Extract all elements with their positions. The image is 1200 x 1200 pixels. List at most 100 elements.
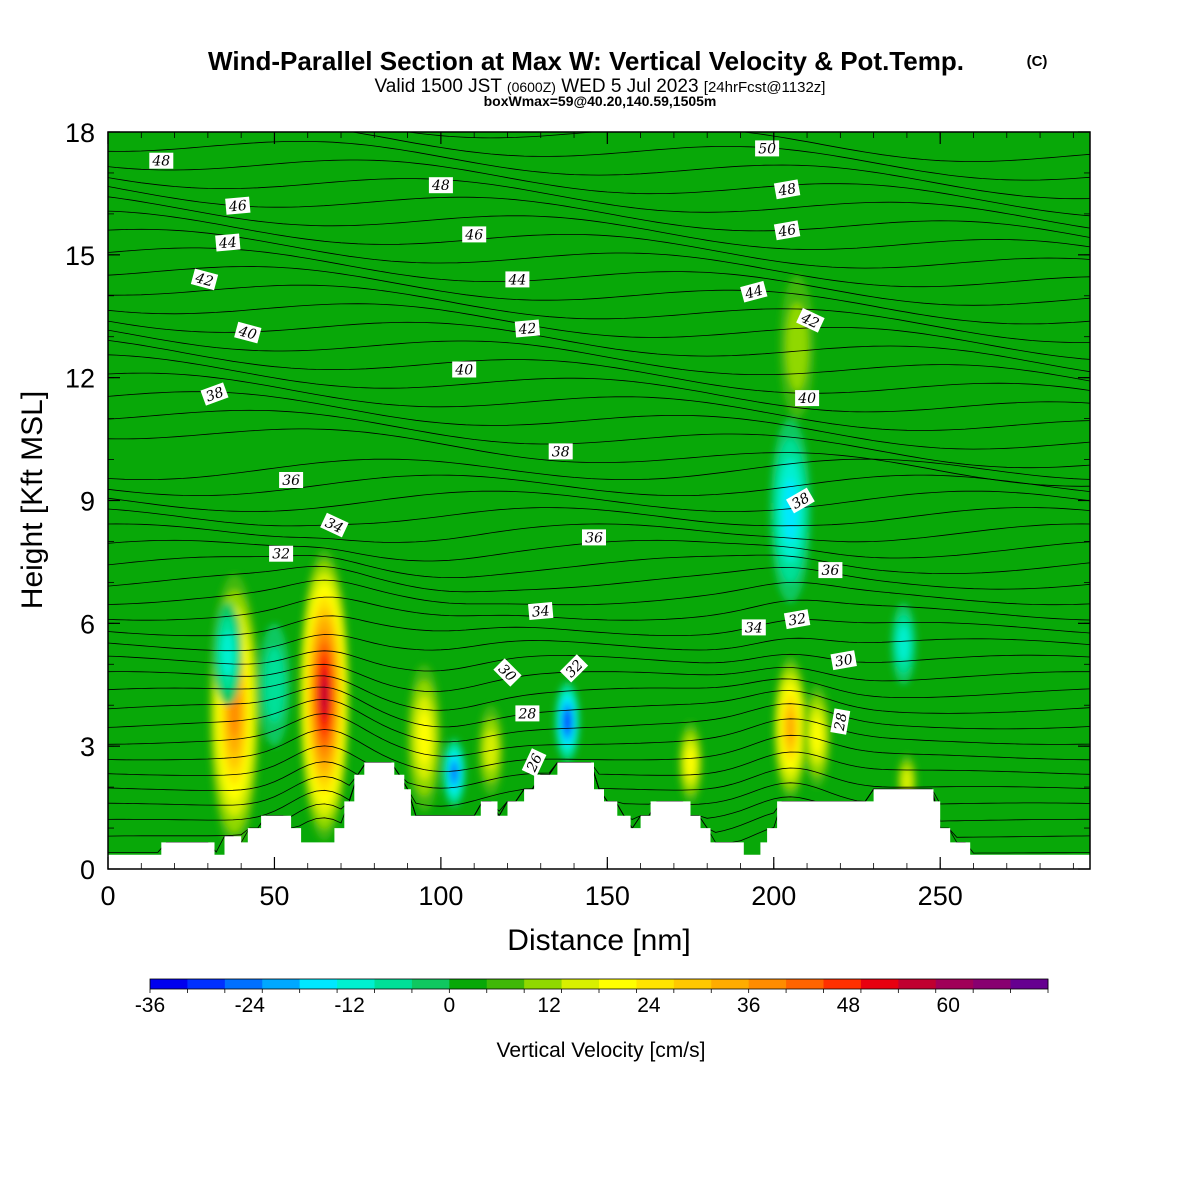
theta-contour-label: 40 <box>234 321 262 344</box>
colorbar-swatch <box>262 979 301 989</box>
theta-contour-label: 42 <box>190 268 219 290</box>
theta-contour-line <box>108 615 1090 637</box>
colorbar-swatch <box>299 979 338 989</box>
theta-contour-label: 48 <box>773 179 801 200</box>
theta-contour-line <box>108 329 1090 382</box>
theta-label-text: 40 <box>797 391 816 407</box>
theta-contour-line <box>108 698 1090 743</box>
theta-contour-line <box>108 266 1090 325</box>
y-tick-label: 0 <box>80 855 95 885</box>
theta-contour-line <box>108 596 1090 621</box>
subtitle-valid: Valid 1500 JST <box>375 76 503 97</box>
x-tick-label: 50 <box>259 881 289 911</box>
theta-contour-line <box>405 132 1090 162</box>
theta-label-text: 34 <box>745 620 763 636</box>
theta-label-box <box>559 654 589 683</box>
colorbar-swatch <box>748 979 787 989</box>
theta-label-text: 34 <box>323 515 346 537</box>
theta-label-text: 48 <box>776 181 797 200</box>
velocity-cell <box>890 602 917 685</box>
theta-contour-label: 40 <box>795 390 820 407</box>
velocity-cell <box>213 602 243 706</box>
velocity-cell <box>554 680 580 763</box>
terrain-mask <box>108 762 1090 869</box>
theta-contour-label: 38 <box>200 382 229 406</box>
theta-contour-label: 28 <box>830 708 851 735</box>
y-tick-label: 6 <box>80 609 95 639</box>
theta-contour-label: 40 <box>452 361 477 379</box>
theta-label-box <box>741 619 766 636</box>
theta-label-box <box>462 226 487 243</box>
theta-label-text: 28 <box>832 712 851 733</box>
colorbar-tick-label: 0 <box>443 994 455 1017</box>
theta-contour-line <box>108 320 1090 373</box>
colorbar-swatch <box>561 979 600 989</box>
velocity-level <box>786 712 795 743</box>
theta-label-box <box>795 390 820 407</box>
chart-title: Wind-Parallel Section at Max W: Vertical… <box>208 46 964 76</box>
colorbar-swatch <box>150 979 188 989</box>
theta-contour-line <box>108 474 1090 497</box>
theta-contour-line <box>349 132 1090 181</box>
theta-contour-line <box>108 228 1090 288</box>
theta-contour-label: 42 <box>796 307 825 333</box>
theta-label-text: 40 <box>454 363 473 379</box>
theta-contour-line <box>108 729 1090 772</box>
velocity-level <box>264 646 285 723</box>
theta-label-text: 46 <box>776 222 797 241</box>
colorbar-swatch <box>823 979 862 989</box>
theta-label-text: 36 <box>585 530 603 546</box>
theta-contour-line <box>108 247 1090 306</box>
theta-label-box <box>505 271 530 288</box>
theta-label-box <box>773 220 801 241</box>
theta-contour-line <box>108 565 1090 593</box>
theta-contour-line <box>108 579 1090 606</box>
theta-label-box <box>452 361 477 378</box>
velocity-field <box>208 275 918 849</box>
theta-label-box <box>582 529 606 546</box>
theta-contour-line <box>108 761 1090 807</box>
velocity-level <box>812 718 822 754</box>
theta-contour-label: 34 <box>741 619 766 636</box>
colorbar-swatch <box>486 979 525 989</box>
y-tick-label: 12 <box>65 364 95 394</box>
x-tick-label: 150 <box>585 881 630 911</box>
chart-subtitle-2: boxWmax=59@40.20,140.59,1505m <box>484 93 717 109</box>
theta-contour-label: 42 <box>514 319 541 338</box>
theta-label-box <box>149 152 174 169</box>
theta-label-text: 46 <box>227 198 247 216</box>
theta-contour-line <box>108 196 1090 250</box>
theta-label-text: 44 <box>217 235 237 253</box>
theta-label-text: 38 <box>552 444 570 460</box>
theta-contour-label: 38 <box>786 487 815 514</box>
theta-label-text: 44 <box>742 283 764 303</box>
theta-label-text: 42 <box>798 310 822 332</box>
velocity-cell <box>406 664 443 812</box>
theta-label-box <box>786 487 815 514</box>
theta-label-box <box>773 179 801 200</box>
theta-label-text: 36 <box>821 563 839 579</box>
colorbar-swatch <box>673 979 712 989</box>
theta-contour-label: 36 <box>279 472 304 489</box>
theta-contour-label: 36 <box>818 562 843 579</box>
chart-subtitle: Valid 1500 JST (0600Z) WED 5 Jul 2023 [2… <box>375 76 826 97</box>
theta-contour-label: 46 <box>773 220 801 241</box>
plot-background <box>108 132 1090 869</box>
theta-label-text: 38 <box>789 490 813 513</box>
theta-contour-label: 36 <box>582 529 606 546</box>
theta-contour-label: 46 <box>225 196 251 216</box>
theta-contour-line <box>108 634 1090 652</box>
y-tick-label: 3 <box>80 732 95 762</box>
theta-contour-line <box>108 663 1090 693</box>
theta-label-text: 50 <box>758 141 776 157</box>
theta-contour-line <box>108 650 1090 672</box>
theta-label-box <box>215 233 241 252</box>
theta-label-text: 44 <box>507 272 526 288</box>
colorbar-tick-label: 12 <box>537 994 560 1017</box>
theta-contour-line <box>108 303 1090 360</box>
subtitle-forecast: [24hrFcst@1132z] <box>704 79 826 96</box>
theta-label-text: 46 <box>464 227 483 243</box>
theta-contour-line <box>108 354 1090 413</box>
theta-label-box <box>234 321 262 344</box>
